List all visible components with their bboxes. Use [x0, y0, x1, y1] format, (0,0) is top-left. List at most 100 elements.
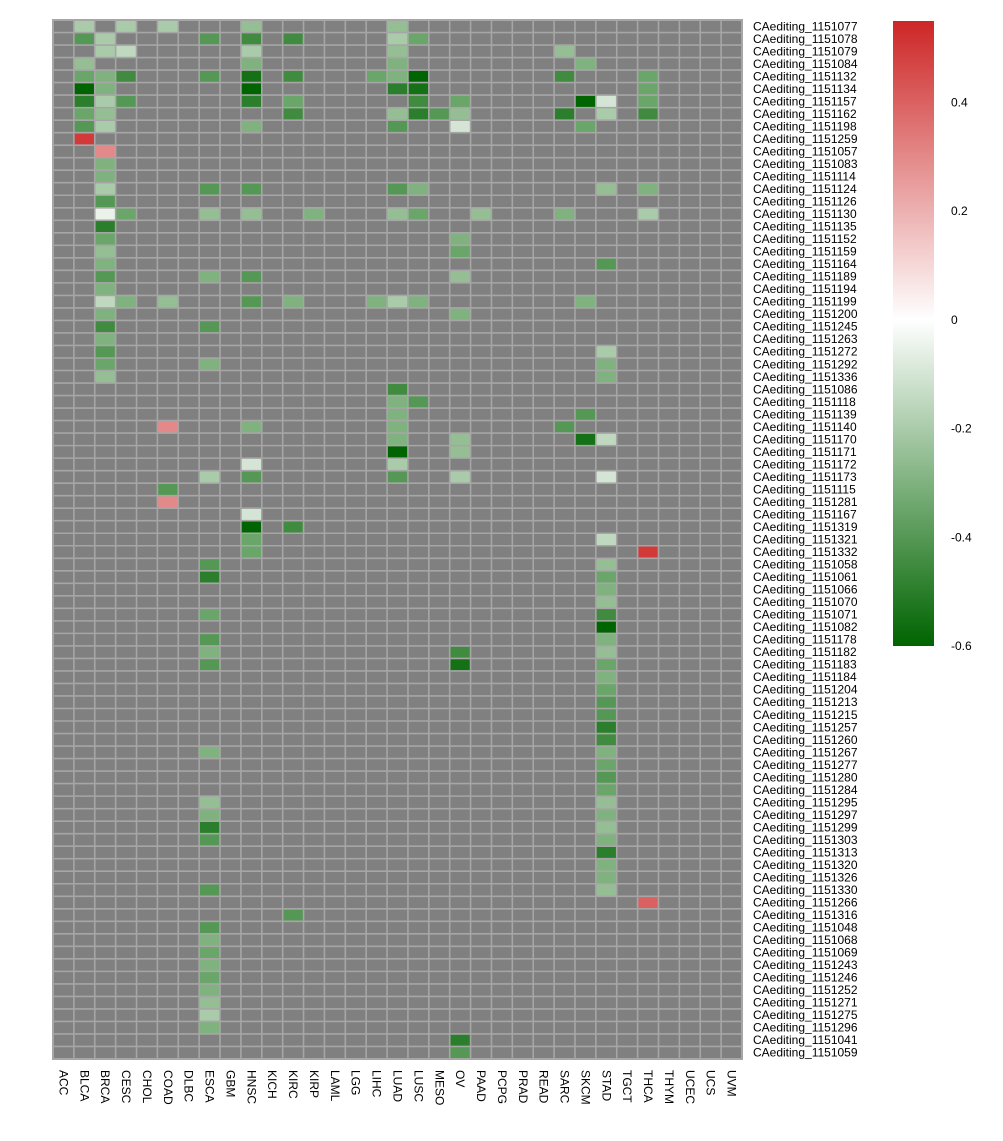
row-label: CAediting_1151267: [753, 745, 858, 759]
row-label: CAediting_1151259: [753, 132, 858, 146]
heatmap-cell: [94, 145, 116, 158]
heatmap-cell: [637, 896, 659, 909]
heatmap-cell: [449, 470, 471, 484]
heatmap-cell: [574, 295, 596, 308]
heatmap-cell: [449, 232, 471, 246]
column-label: PCPG: [495, 1070, 509, 1104]
row-label: CAediting_1151068: [753, 933, 858, 947]
row-label: CAediting_1151086: [753, 382, 858, 396]
row-label: CAediting_1151078: [753, 32, 858, 46]
heatmap-cell: [595, 758, 617, 772]
row-label: CAediting_1151130: [753, 207, 857, 221]
legend-tick-label: 0: [951, 313, 958, 327]
heatmap-cell: [199, 357, 221, 371]
heatmap-cell: [94, 157, 116, 171]
row-label: CAediting_1151299: [753, 820, 858, 834]
heatmap-cell: [94, 195, 116, 208]
row-label: CAediting_1151194: [753, 282, 857, 296]
heatmap-cell: [387, 182, 408, 196]
heatmap-cell: [94, 95, 116, 108]
row-label: CAediting_1151114: [753, 169, 856, 183]
row-label: CAediting_1151182: [753, 645, 857, 659]
heatmap-cell: [407, 82, 429, 96]
heatmap-cell: [387, 207, 408, 221]
heatmap-cell: [595, 771, 617, 784]
legend-tick-label: -0.2: [951, 422, 972, 436]
heatmap-cell: [94, 107, 116, 121]
heatmap-cell: [574, 120, 596, 133]
heatmap-cell: [387, 120, 408, 133]
heatmap-cell: [199, 270, 221, 283]
heatmap-cell: [595, 721, 617, 734]
column-label: PRAD: [516, 1070, 530, 1104]
heatmap-cell: [407, 182, 429, 196]
row-label: CAediting_1151292: [753, 357, 858, 371]
heatmap-cell: [595, 608, 617, 621]
heatmap-cell: [387, 70, 408, 83]
heatmap-cell: [387, 420, 408, 434]
row-label: CAediting_1151059: [753, 1046, 858, 1060]
row-label: CAediting_1151316: [753, 908, 858, 922]
heatmap-cell: [449, 107, 471, 121]
column-label: ESCA: [203, 1070, 217, 1103]
heatmap-cell: [199, 1008, 221, 1022]
heatmap-cell: [199, 796, 221, 809]
heatmap-cell: [366, 295, 388, 308]
heatmap-cell: [387, 395, 408, 409]
row-label: CAediting_1151263: [753, 332, 858, 346]
row-label: CAediting_1151172: [753, 457, 857, 471]
heatmap-cell: [240, 295, 262, 308]
heatmap-cell: [73, 70, 95, 83]
heatmap-cell: [199, 470, 221, 484]
heatmap-cell: [240, 520, 262, 534]
column-label: COAD: [161, 1070, 175, 1105]
heatmap-cell: [240, 207, 262, 221]
column-label: CESC: [119, 1070, 133, 1104]
heatmap-cell: [407, 295, 429, 308]
heatmap-cell: [115, 20, 137, 33]
row-label: CAediting_1151140: [753, 420, 857, 434]
heatmap-cell: [595, 370, 617, 384]
heatmap-cell: [199, 883, 221, 897]
row-label: CAediting_1151200: [753, 307, 858, 321]
row-label: CAediting_1151320: [753, 858, 858, 872]
row-label: CAediting_1151272: [753, 345, 858, 359]
heatmap-cell: [94, 170, 116, 183]
heatmap-cell: [449, 645, 471, 659]
row-label: CAediting_1151243: [753, 958, 858, 972]
heatmap-cell: [282, 107, 304, 121]
heatmap-cell: [449, 658, 471, 671]
column-label: THCA: [641, 1070, 655, 1103]
heatmap-cell: [94, 257, 116, 271]
heatmap-cell: [157, 495, 179, 509]
heatmap-cell: [387, 32, 408, 46]
heatmap-cell: [73, 120, 95, 133]
column-label: DLBC: [182, 1070, 196, 1102]
heatmap-cell: [595, 570, 617, 584]
heatmap-cell: [94, 32, 116, 46]
heatmap-cell: [407, 95, 429, 108]
row-label: CAediting_1151215: [753, 708, 858, 722]
column-label: GBM: [223, 1070, 237, 1097]
row-label: CAediting_1151162: [753, 107, 857, 121]
heatmap-cell: [595, 658, 617, 671]
heatmap-cell: [94, 232, 116, 246]
heatmap-cell: [199, 608, 221, 621]
heatmap-cell: [240, 458, 262, 471]
heatmap-cell: [595, 858, 617, 872]
heatmap-cell: [387, 57, 408, 71]
row-label: CAediting_1151260: [753, 733, 858, 747]
heatmap-cell: [94, 82, 116, 96]
row-label: CAediting_1151159: [753, 245, 857, 259]
heatmap-cell: [240, 82, 262, 96]
heatmap-cell: [94, 370, 116, 384]
heatmap-cell: [94, 270, 116, 283]
row-label: CAediting_1151115: [753, 482, 856, 496]
column-label: STAD: [599, 1070, 613, 1101]
column-label: HNSC: [244, 1070, 258, 1104]
column-label: READ: [537, 1070, 551, 1104]
heatmap-cell: [303, 207, 325, 221]
column-label: THYM: [662, 1070, 676, 1104]
